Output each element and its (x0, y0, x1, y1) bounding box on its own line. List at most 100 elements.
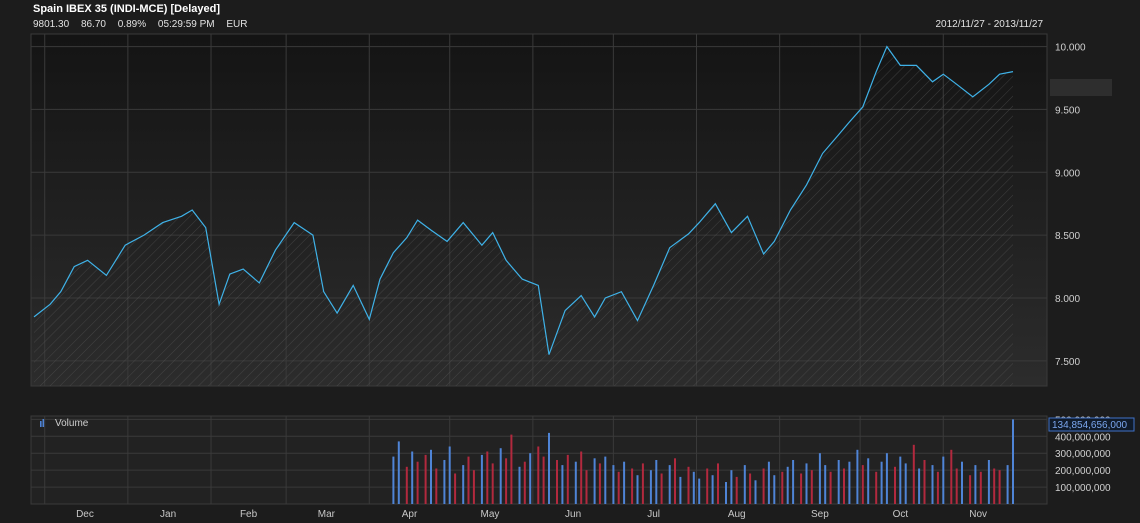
volume-bar (424, 454, 427, 504)
volume-bar (800, 473, 803, 504)
volume-bar (843, 468, 845, 504)
x-tick-label: Jan (160, 509, 176, 520)
x-tick-label: Jun (565, 509, 581, 520)
volume-bar (679, 476, 682, 504)
volume-bar (480, 454, 483, 504)
volume-legend-icon-bar (42, 419, 45, 427)
volume-bar (692, 471, 695, 504)
price-change: 86.70 (80, 19, 106, 30)
volume-bar (674, 458, 676, 504)
volume-bar (472, 470, 475, 504)
x-tick-label: May (481, 509, 500, 520)
volume-bar (660, 473, 663, 504)
volume-bar (548, 432, 550, 504)
volume-bar (430, 449, 432, 504)
volume-bar (537, 446, 540, 504)
quote-stats: 9801.30 86.70 0.89% 05:29:59 PM EUR (33, 19, 257, 30)
volume-bar (861, 465, 864, 504)
volume-bar (717, 463, 719, 504)
y-tick-label: 9.500 (1055, 105, 1080, 116)
date-range: 2012/11/27 - 2013/11/27 (935, 19, 1044, 30)
volume-bar (612, 465, 615, 504)
volume-bar (631, 468, 634, 504)
volume-bar (416, 461, 419, 504)
volume-bar (810, 470, 813, 504)
volume-y-tick-label: 300,000,000 (1055, 449, 1111, 460)
volume-bar (754, 480, 757, 504)
volume-bar (711, 475, 714, 504)
volume-bar (392, 456, 395, 504)
volume-bar (706, 468, 709, 504)
volume-y-tick-label: 200,000,000 (1055, 466, 1111, 477)
volume-bar (837, 460, 840, 504)
volume-bar (735, 476, 738, 504)
x-tick-label: Feb (240, 509, 258, 520)
volume-bar (974, 465, 977, 504)
volume-bar (767, 461, 770, 504)
x-tick-label: Dec (76, 509, 94, 520)
x-tick-label: Apr (402, 509, 418, 520)
volume-bar (580, 451, 583, 504)
volume-legend-label: Volume (55, 418, 89, 429)
volume-bar (486, 451, 489, 504)
volume-bar (818, 453, 821, 504)
volume-bar (405, 466, 408, 504)
volume-bar (899, 456, 902, 504)
last-price-marker (1050, 79, 1112, 96)
volume-bar (435, 468, 438, 504)
volume-bar (773, 475, 776, 504)
volume-bar (955, 468, 958, 504)
y-tick-label: 10.000 (1055, 43, 1086, 54)
volume-bar (448, 446, 451, 504)
volume-bar (397, 441, 400, 504)
volume-last-value-label: 134,854,656,000 (1052, 420, 1128, 431)
y-tick-label: 9.000 (1055, 168, 1080, 179)
volume-legend-icon (40, 421, 42, 427)
quote-time: 05:29:59 PM (157, 19, 215, 30)
volume-bar (518, 466, 521, 504)
volume-bar (792, 460, 795, 504)
y-tick-label: 8.000 (1055, 294, 1080, 305)
price-area-fill (34, 46, 1013, 386)
x-tick-label: Mar (318, 509, 336, 520)
volume-bar (918, 468, 921, 504)
volume-legend: Volume (40, 418, 89, 429)
volume-bar (856, 449, 859, 504)
volume-bar (762, 468, 765, 504)
volume-bar (542, 456, 545, 504)
currency: EUR (226, 19, 248, 30)
volume-bar (912, 444, 915, 504)
volume-bars (392, 419, 1014, 504)
volume-bar (623, 461, 626, 504)
volume-bar (931, 465, 934, 504)
volume-bar (867, 458, 870, 504)
volume-bar (462, 465, 465, 504)
volume-bar (880, 461, 883, 504)
volume-bar (987, 460, 990, 504)
volume-bar (454, 473, 457, 504)
volume-bar (979, 471, 982, 504)
volume-bar (875, 471, 878, 504)
volume-bar (923, 460, 926, 504)
volume-bar (636, 475, 639, 504)
volume-panel: 500,000,000400,000,000300,000,000200,000… (30, 415, 1135, 505)
price-panel: 10.000 9.500 9.000 8.500 8.000 7.500 (30, 33, 1112, 387)
x-tick-label: Nov (969, 509, 987, 520)
volume-y-tick-label: 400,000,000 (1055, 432, 1111, 443)
volume-bar (566, 454, 569, 504)
volume-bar (499, 448, 502, 504)
volume-bar (993, 468, 996, 504)
volume-bar (641, 463, 644, 504)
volume-bar (698, 478, 701, 504)
price-change-percent: 0.89% (117, 19, 147, 30)
volume-bar (598, 463, 601, 504)
y-tick-label: 8.500 (1055, 231, 1080, 242)
volume-bar (443, 460, 446, 504)
volume-bar (1006, 465, 1009, 504)
volume-bar (936, 471, 939, 504)
volume-last-value: 134,854,656,000 (1048, 417, 1135, 432)
volume-bar (969, 475, 972, 504)
volume-bar (781, 471, 784, 504)
volume-bar (687, 466, 690, 504)
